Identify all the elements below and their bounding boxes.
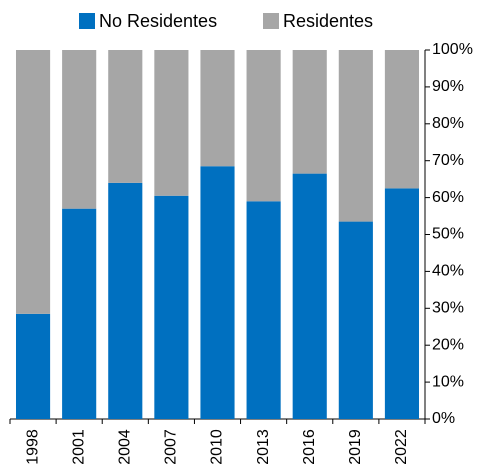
- x-tick-label: 2019: [347, 429, 364, 465]
- legend-swatch: [79, 13, 95, 29]
- legend-label: Residentes: [283, 11, 373, 31]
- bar-segment: [200, 166, 235, 419]
- y-tick-label: 60%: [432, 189, 464, 206]
- x-tick-label: 2004: [116, 429, 133, 465]
- y-tick-label: 10%: [432, 373, 464, 390]
- bar-segment: [62, 50, 97, 209]
- x-tick-label: 2007: [163, 429, 180, 465]
- bar-segment: [154, 50, 189, 196]
- y-tick-label: 100%: [432, 41, 473, 58]
- bar-segment: [154, 195, 189, 419]
- bar-segment: [246, 201, 281, 419]
- bar-segment: [292, 50, 327, 174]
- y-tick-label: 30%: [432, 300, 464, 317]
- bar-segment: [62, 208, 97, 419]
- bar-segment: [338, 221, 373, 419]
- bar-segment: [292, 173, 327, 419]
- y-tick-label: 0%: [432, 410, 455, 427]
- x-tick-label: 2001: [70, 429, 87, 465]
- bar-segment: [108, 182, 143, 419]
- x-tick-label: 2022: [393, 429, 410, 465]
- bar-segment: [108, 50, 143, 183]
- x-tick-label: 2016: [301, 429, 318, 465]
- bar-segment: [384, 188, 420, 419]
- x-tick-label: 1998: [24, 429, 41, 465]
- legend-label: No Residentes: [99, 11, 217, 31]
- y-tick-label: 90%: [432, 78, 464, 95]
- y-tick-label: 70%: [432, 152, 464, 169]
- bar-segment: [246, 50, 281, 202]
- y-tick-label: 40%: [432, 263, 464, 280]
- bar-segment: [15, 313, 51, 419]
- bar-segment: [15, 50, 51, 314]
- bar-segment: [384, 50, 420, 189]
- legend-swatch: [263, 13, 279, 29]
- bar-segment: [338, 50, 373, 222]
- y-tick-label: 80%: [432, 115, 464, 132]
- x-tick-label: 2013: [255, 429, 272, 465]
- y-tick-label: 20%: [432, 336, 464, 353]
- bar-segment: [200, 50, 235, 167]
- x-tick-label: 2010: [209, 429, 226, 465]
- y-tick-label: 50%: [432, 226, 464, 243]
